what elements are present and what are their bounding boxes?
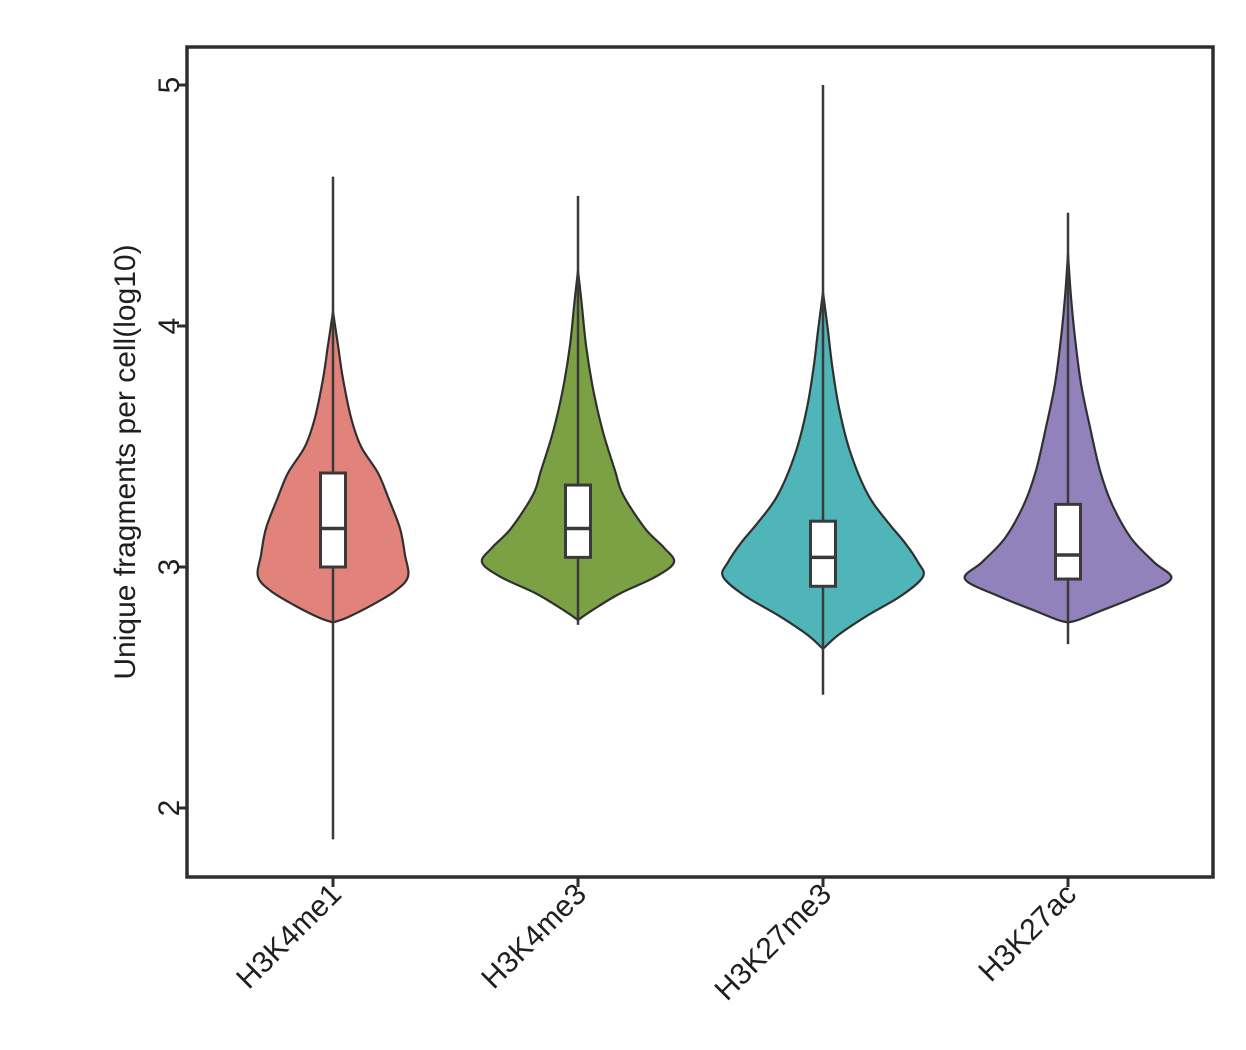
box-H3K4me3 [564, 483, 592, 559]
y-tick-label-3: 3 [153, 559, 186, 576]
plot-frame [185, 45, 1215, 879]
y-tick-label-2: 2 [153, 800, 186, 817]
y-tick-label-4: 4 [153, 318, 186, 335]
box-H3K4me1 [319, 471, 347, 569]
box-H3K27me3 [809, 519, 837, 588]
y-axis-title: Unique fragments per cell(log10) [109, 244, 142, 679]
box-H3K27ac [1054, 502, 1082, 581]
y-tick-label-5: 5 [153, 77, 186, 94]
